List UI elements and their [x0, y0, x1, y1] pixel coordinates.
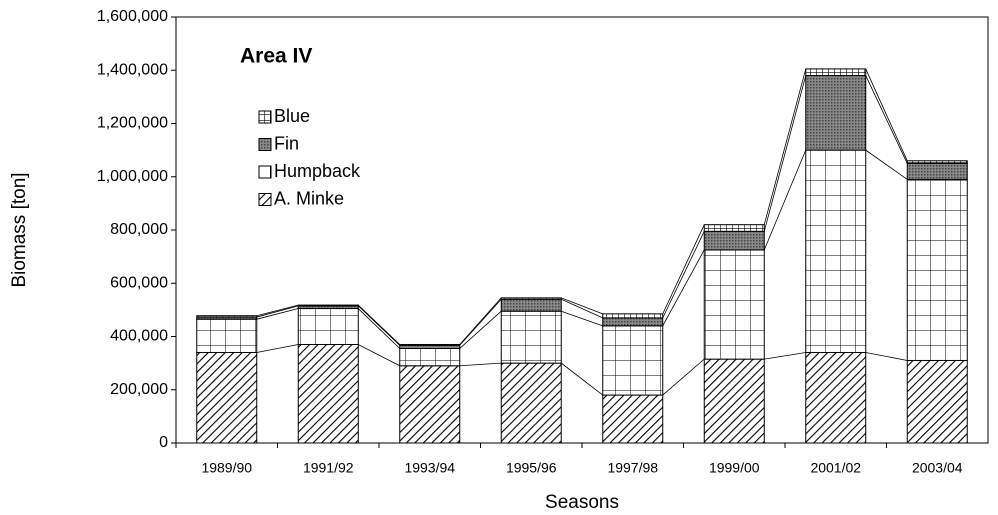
series-line [459, 298, 502, 346]
bar-segment [399, 343, 461, 346]
series-line [763, 149, 807, 251]
legend-label: A. Minke [274, 188, 344, 208]
x-tick-label: 1999/00 [709, 460, 760, 476]
series-line [662, 231, 705, 319]
y-tick-label: 1,200,000 [97, 115, 168, 132]
y-tick-label: 200,000 [110, 381, 168, 398]
bar-segment [906, 162, 968, 180]
bar-segment [906, 359, 968, 444]
bar-segment [399, 347, 461, 367]
x-tick-label: 1995/96 [506, 460, 557, 476]
series-line [459, 362, 502, 367]
series-line [357, 305, 401, 346]
y-tick-label: 1,000,000 [97, 168, 168, 185]
series-line [358, 344, 400, 367]
series-line [865, 68, 908, 161]
bar-segment [500, 298, 562, 312]
annotation: Area IV [240, 45, 312, 68]
bar-segment [297, 308, 359, 345]
series-line [662, 224, 705, 315]
series-line [561, 310, 603, 327]
series-line [662, 358, 705, 396]
bar-segment [500, 310, 562, 364]
legend-swatch [258, 110, 272, 124]
series-line [256, 344, 299, 353]
x-tick-label: 1997/98 [607, 460, 658, 476]
series-line [256, 304, 299, 317]
bar-segment [703, 358, 765, 444]
legend-label: Blue [274, 106, 310, 126]
series-line [662, 249, 705, 327]
y-tick-label: 800,000 [110, 221, 168, 238]
legend-swatch [258, 138, 272, 151]
bar-segment [805, 351, 867, 444]
bar-segment [399, 365, 461, 444]
x-tick-label: 2001/02 [810, 460, 861, 476]
series-line [561, 298, 603, 319]
y-tick-label: 0 [159, 434, 168, 451]
series-line [256, 305, 299, 318]
legend-swatch [258, 165, 272, 179]
x-tick-label: 2003/04 [912, 460, 963, 476]
y-axis-title: Biomass [ton] [9, 172, 30, 287]
series-line [256, 308, 299, 320]
bar-segment [805, 68, 867, 77]
bar-segment [602, 394, 664, 444]
x-tick-label: 1993/94 [404, 460, 455, 476]
legend-label: Fin [274, 133, 299, 153]
bar-segment [602, 325, 664, 396]
series-line [459, 310, 502, 349]
bar-segment [196, 315, 258, 318]
bar-segment [602, 313, 664, 319]
bar-segment [602, 317, 664, 327]
x-axis-title: Seasons [545, 492, 619, 513]
x-tick-label: 1991/92 [303, 460, 354, 476]
bar-segment [906, 178, 968, 361]
y-tick-label: 1,600,000 [97, 8, 168, 25]
y-tick-label: 1,400,000 [97, 61, 168, 78]
bar-segment [297, 304, 359, 307]
bar-segment [703, 224, 765, 232]
bar-segment [500, 362, 562, 444]
bar-segment [500, 297, 562, 300]
bar-segment [297, 343, 359, 444]
bar-segment [196, 318, 258, 353]
bar-segment [805, 75, 867, 151]
series-line [865, 352, 908, 361]
series-line [763, 68, 807, 225]
bar-segment [703, 249, 765, 360]
bar-segment [703, 230, 765, 251]
y-tick-label: 400,000 [110, 328, 168, 345]
series-line [865, 75, 908, 164]
series-line [561, 297, 603, 315]
bar-segment [906, 160, 968, 164]
y-tick-label: 600,000 [110, 274, 168, 291]
bar-segment [805, 149, 867, 353]
series-line [561, 362, 603, 396]
x-tick-label: 1989/90 [201, 460, 252, 476]
series-line [357, 304, 401, 345]
legend-swatch [258, 193, 272, 206]
bar-segment [196, 351, 258, 444]
series-line [357, 308, 401, 349]
series-line [763, 75, 807, 232]
series-line [865, 149, 908, 180]
legend-label: Humpback [274, 161, 361, 181]
series-line [459, 297, 502, 345]
series-line [764, 352, 806, 360]
